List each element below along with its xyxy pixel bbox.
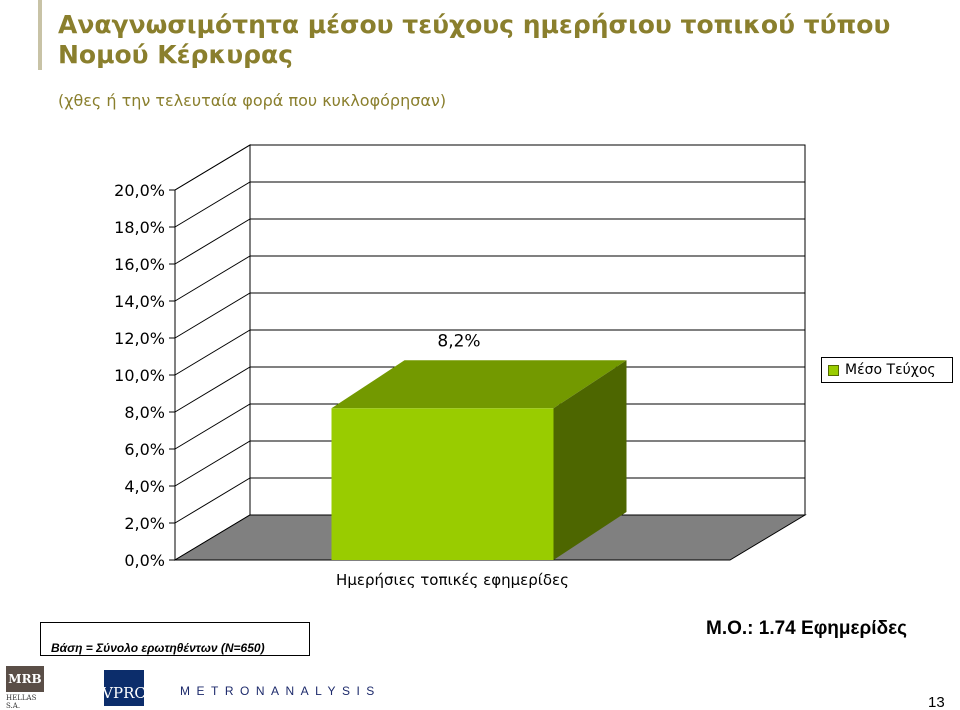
footer: MRB HELLAS S.A. VPRC METRONANALYSIS 13 — [0, 660, 960, 710]
chart-legend: Μέσο Τεύχος — [821, 357, 953, 383]
y-tick-label: 14,0% — [114, 292, 165, 311]
mrb-logo: MRB HELLAS S.A. — [6, 666, 48, 710]
base-note: Βάση = Σύνολο ερωτηθέντων (Ν=650) — [40, 622, 310, 656]
bar-top — [331, 360, 627, 409]
title-accent-bar — [38, 0, 42, 70]
legend-label: Μέσο Τεύχος — [845, 362, 936, 378]
gridline — [174, 292, 805, 339]
y-tick-label: 12,0% — [114, 329, 165, 348]
y-tick-label: 16,0% — [114, 255, 165, 274]
y-tick-label: 4,0% — [124, 477, 165, 496]
y-tick-label: 0,0% — [124, 551, 165, 570]
vprc-logo: VPRC — [102, 670, 146, 706]
y-axis: 0,0% 2,0% 4,0% 6,0% 8,0% 10,0% 12,0% 14,0% 16,0%… — [114, 181, 730, 570]
y-tick-label: 6,0% — [124, 440, 165, 459]
y-tick-label: 8,0% — [124, 403, 165, 422]
y-tick-label: 2,0% — [124, 514, 165, 533]
mean-note: Μ.Ο.: 1.74 Εφημερίδες — [706, 618, 907, 639]
gridline — [174, 329, 805, 376]
x-category-label: Ημερήσιες τοπικές εφημερίδες — [336, 571, 569, 589]
page-subtitle: (χθες ή την τελευταία φορά που κυκλοφόρη… — [58, 91, 447, 110]
page-title: Αναγνωσιμότητα μέσου τεύχους ημερήσιου τ… — [58, 10, 891, 69]
y-tick-label: 10,0% — [114, 366, 165, 385]
gridline — [174, 144, 805, 191]
y-tick-label: 20,0% — [114, 181, 165, 200]
page-number: 13 — [928, 694, 945, 710]
data-label: 8,2% — [437, 331, 480, 351]
gridline — [174, 218, 805, 265]
bar-side — [553, 360, 627, 560]
gridline — [174, 255, 805, 302]
mrb-logo-mark: MRB — [6, 666, 44, 692]
gridline — [174, 181, 805, 228]
bar-chart: 0,0% 2,0% 4,0% 6,0% 8,0% 10,0% 12,0% 14,0% 16,0%… — [114, 144, 807, 589]
base-note-text: Βάση = Σύνολο ερωτηθέντων (Ν=650) — [51, 641, 265, 655]
chart-labels: 8,2% Ημερήσιες τοπικές εφημερίδες — [336, 331, 569, 589]
legend-swatch — [828, 364, 839, 376]
bar — [331, 408, 554, 560]
mrb-logo-subtitle: HELLAS S.A. — [6, 694, 37, 710]
metron-analysis-logo: METRONANALYSIS — [180, 684, 381, 698]
chart-bars — [331, 360, 627, 560]
y-tick-label: 18,0% — [114, 218, 165, 237]
